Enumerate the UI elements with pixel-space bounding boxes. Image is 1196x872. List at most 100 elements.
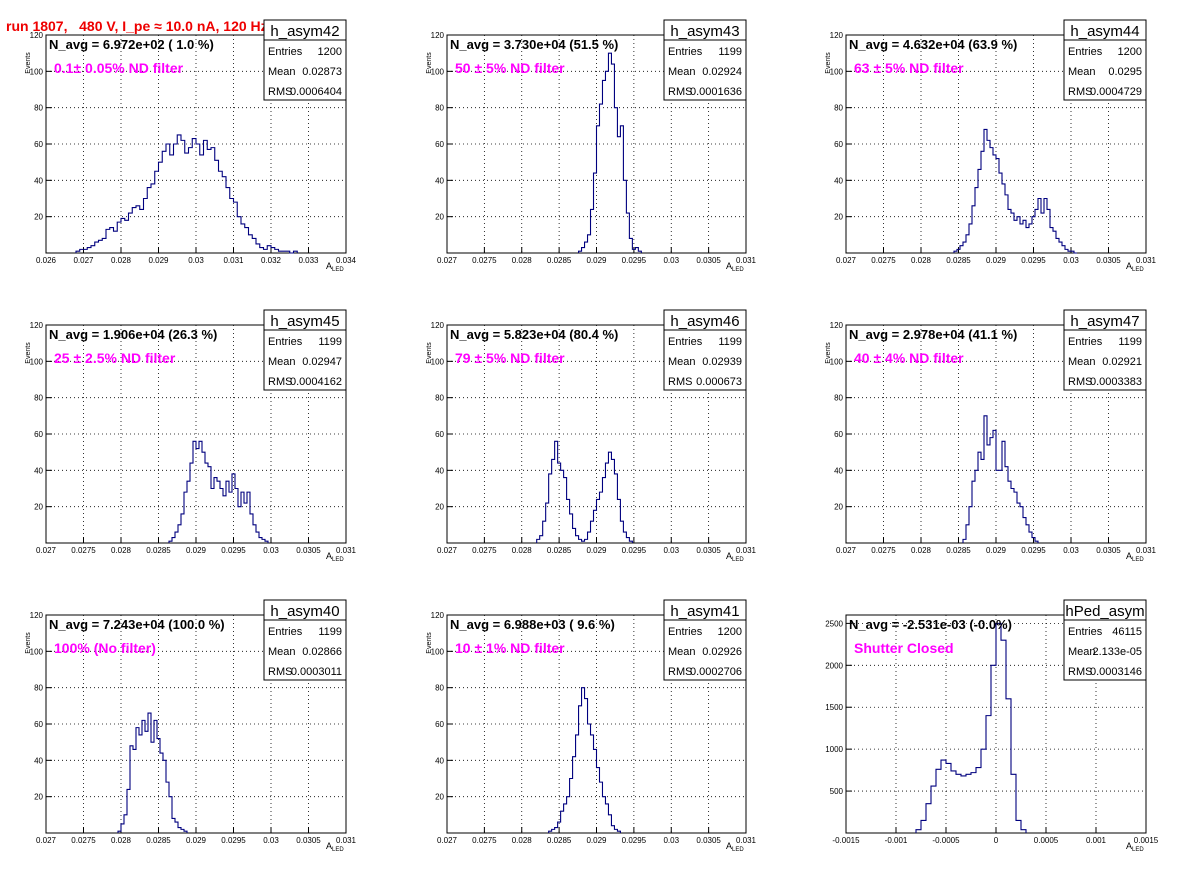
y-tick-label: 100	[30, 647, 44, 656]
x-axis-title: ALED	[326, 841, 344, 853]
navg-label: N_avg = 6.988e+03 ( 9.6 %)	[450, 617, 615, 632]
x-tick-label: 0.029	[148, 256, 169, 265]
x-tick-label: 0.026	[36, 256, 57, 265]
x-tick-label: 0.0275	[871, 546, 896, 555]
y-tick-label: 20	[834, 213, 843, 222]
histogram-line	[578, 52, 642, 253]
x-tick-label: 0.027	[36, 836, 57, 845]
x-tick-label: 0.0295	[622, 836, 647, 845]
stats-value: 0.02926	[702, 646, 742, 658]
filter-label: 25 ± 2.5% ND filter	[54, 350, 176, 366]
x-tick-label: 0.034	[336, 256, 357, 265]
y-tick-label: 120	[431, 31, 445, 40]
histogram-line	[536, 440, 633, 543]
histogram-name: h_asym43	[670, 23, 739, 40]
y-tick-label: 2500	[825, 619, 843, 628]
x-tick-label: 0.031	[336, 836, 357, 845]
y-axis-title: Events	[25, 342, 32, 364]
x-axis-title: ALED	[1126, 841, 1144, 853]
x-tick-label: 0.029	[586, 546, 607, 555]
navg-label: N_avg = 5.823e+04 (80.4 %)	[450, 327, 618, 342]
stats-box	[1063, 599, 1147, 681]
y-tick-label: 40	[435, 176, 444, 185]
stats-value: 0.000673	[696, 376, 742, 388]
stats-key: Entries	[268, 336, 303, 348]
x-axis-title: ALED	[726, 261, 744, 273]
x-tick-label: 0.0285	[547, 256, 572, 265]
y-tick-label: 120	[30, 321, 44, 330]
histogram-name: h_asym47	[1070, 313, 1139, 330]
navg-label: N_avg = -2.531e-03 (-0.0%)	[849, 617, 1012, 632]
x-tick-label: 0.027	[836, 546, 857, 555]
x-tick-label: 0.031	[736, 546, 757, 555]
stats-value: 0.02921	[1102, 356, 1142, 368]
filter-label: 63 ± 5% ND filter	[854, 60, 964, 76]
x-tick-label: 0.03	[663, 256, 679, 265]
x-tick-label: 0.0305	[1096, 256, 1121, 265]
stats-key: Mean	[1068, 356, 1096, 368]
histogram-line	[548, 687, 621, 833]
y-tick-label: 100	[431, 647, 445, 656]
stats-key: Entries	[1068, 336, 1103, 348]
stats-value: 1200	[1118, 46, 1142, 58]
histogram-line	[75, 134, 298, 254]
x-tick-label: 0	[994, 836, 999, 845]
y-tick-label: 60	[34, 430, 43, 439]
stats-key: Entries	[668, 626, 703, 638]
stats-key: Entries	[268, 626, 303, 638]
stats-key: Entries	[268, 46, 303, 58]
filter-label: 40 ± 4% ND filter	[854, 350, 964, 366]
stats-box	[663, 309, 747, 391]
stats-value: 0.0001636	[690, 86, 742, 98]
stats-key: Entries	[1068, 46, 1103, 58]
stats-key: RMS	[668, 376, 692, 388]
y-axis-title: Events	[25, 632, 32, 654]
stats-value: 0.0003383	[1090, 376, 1142, 388]
x-tick-label: 0.029	[186, 546, 207, 555]
x-tick-label: 0.0305	[296, 546, 321, 555]
x-tick-label: 0.0275	[472, 836, 497, 845]
stats-value: 0.02924	[702, 66, 742, 78]
filter-label: 10 ± 1% ND filter	[455, 640, 565, 656]
stats-key: RMS	[268, 376, 292, 388]
y-tick-label: 2000	[825, 661, 843, 670]
x-tick-label: 0.027	[437, 836, 458, 845]
x-tick-label: 0.0295	[221, 546, 246, 555]
stats-key: RMS	[1068, 666, 1092, 678]
histogram-line	[168, 440, 269, 543]
x-tick-label: 0.029	[586, 836, 607, 845]
histogram-name: hPed_asym	[1065, 603, 1144, 620]
x-tick-label: 0.0295	[1021, 256, 1046, 265]
filter-label: 100% (No filter)	[54, 640, 156, 656]
x-tick-label: 0.0295	[622, 546, 647, 555]
y-tick-label: 100	[830, 67, 844, 76]
stats-value: 0.0006404	[290, 86, 342, 98]
navg-label: N_avg = 2.978e+04 (41.1 %)	[849, 327, 1017, 342]
x-tick-label: 0.03	[263, 546, 279, 555]
y-tick-label: 120	[830, 321, 844, 330]
x-tick-label: 0.027	[73, 256, 94, 265]
histogram-panel-h_asym46: 0.027 0.0275 0.028 0.0285 0.029 0.0295 0.03 0.0…	[426, 309, 757, 563]
x-tick-label: 0.0295	[221, 836, 246, 845]
y-tick-label: 40	[435, 466, 444, 475]
page-title: run 1807, 480 V, I_pe ≈ 10.0 nA, 120 Hz	[6, 18, 268, 34]
x-tick-label: 0.031	[223, 256, 244, 265]
x-tick-label: -0.0005	[932, 836, 960, 845]
stats-key: RMS	[268, 86, 292, 98]
stats-value: 0.0002706	[690, 666, 742, 678]
x-tick-label: 0.0305	[1096, 546, 1121, 555]
x-tick-label: 0.028	[911, 546, 932, 555]
x-tick-label: -0.001	[885, 836, 908, 845]
x-tick-label: 0.0275	[71, 546, 96, 555]
x-tick-label: 0.03	[1063, 256, 1079, 265]
x-tick-label: 0.028	[512, 256, 533, 265]
stats-value: 1199	[1118, 336, 1142, 348]
y-tick-label: 100	[30, 357, 44, 366]
filter-label: 0.1± 0.05% ND filter	[54, 60, 184, 76]
y-tick-label: 40	[34, 176, 43, 185]
filter-label: 50 ± 5% ND filter	[455, 60, 565, 76]
x-tick-label: 0.031	[736, 836, 757, 845]
y-tick-label: 1000	[825, 745, 843, 754]
histogram-name: h_asym45	[270, 313, 339, 330]
y-tick-label: 100	[30, 67, 44, 76]
